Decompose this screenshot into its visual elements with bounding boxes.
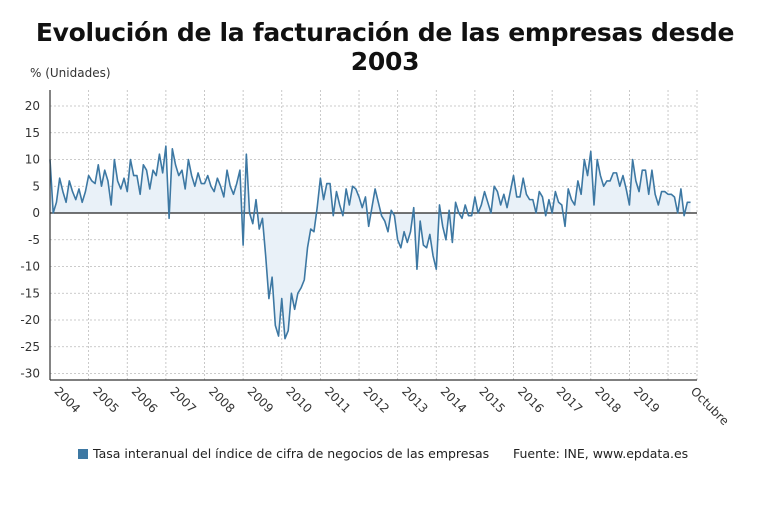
y-tick-label: -15 [20,286,40,300]
x-tick-label: 2010 [283,384,314,415]
x-tick-label: 2012 [361,384,392,415]
x-tick-label: 2014 [438,384,469,415]
x-tick-label: 2016 [515,384,546,415]
x-tick-label: 2004 [52,384,83,415]
x-tick-label: 2007 [167,384,198,415]
y-axis-units-label: % (Unidades) [30,66,111,80]
series-line [49,145,691,340]
x-tick-label: 2008 [206,384,237,415]
legend-label: Tasa interanual del índice de cifra de n… [93,446,490,461]
x-tick-label: 2005 [90,384,121,415]
x-tick-label: 2018 [592,384,623,415]
y-tick-label: 15 [25,126,40,140]
x-tick-label: 2017 [554,384,585,415]
area-fill [50,146,691,339]
y-tick-label: 5 [32,179,40,193]
legend: Tasa interanual del índice de cifra de n… [78,446,489,461]
x-tick-label: 2006 [129,384,160,415]
y-tick-label: -5 [28,233,40,247]
grid-lines [50,90,698,380]
y-tick-label: -30 [20,367,40,381]
y-tick-label: -25 [20,340,40,354]
y-tick-label: -10 [20,260,40,274]
x-tick-label: 2015 [476,384,507,415]
source-note: Fuente: INE, www.epdata.es [513,446,689,461]
chart-title: Evolución de la facturación de las empre… [35,18,735,76]
y-tick-label: 20 [25,99,40,113]
x-tick-label: 2013 [399,384,430,415]
x-tick-label: 2011 [322,384,353,415]
x-tick-label: 2019 [631,384,662,415]
y-tick-label: 0 [32,206,40,220]
x-tick-label: Octubre [688,384,732,428]
y-tick-label: -20 [20,313,40,327]
legend-swatch [78,448,88,459]
x-tick-labels: 2004 2005 2006 2007 2008 2009 2010 2011 2012 2013… [52,384,732,428]
y-tick-labels: 20 15 10 5 0 -5 -10 -15 -20 -25 -30 [20,99,40,381]
x-tick-label: 2009 [245,384,276,415]
y-tick-label: 10 [25,153,40,167]
